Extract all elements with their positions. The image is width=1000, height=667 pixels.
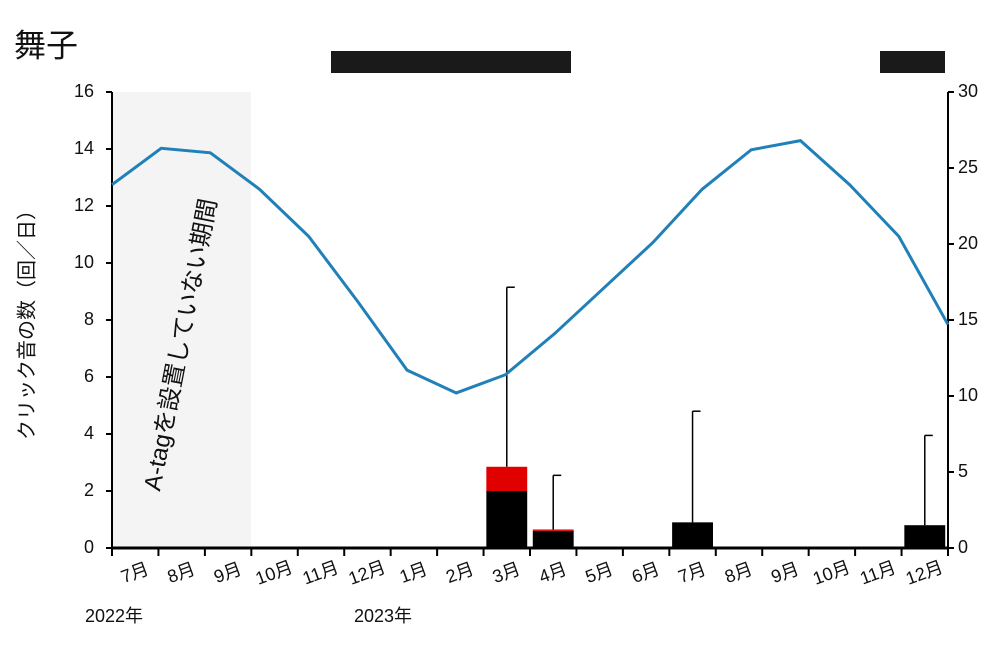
y-tick-label: 2 [84, 480, 94, 500]
y2-tick-label: 15 [958, 309, 978, 329]
y2-tick-label: 0 [958, 537, 968, 557]
x-tick-label: 9月 [211, 559, 244, 587]
y-tick-label: 4 [84, 423, 94, 443]
x-tick-label: 12月 [346, 557, 389, 589]
y-tick-label: 0 [84, 537, 94, 557]
x-tick-label: 10月 [253, 557, 296, 589]
y-tick-label: 8 [84, 309, 94, 329]
bar [672, 522, 713, 548]
y-tick-label: 16 [74, 81, 94, 101]
x-tick-label: 9月 [768, 559, 801, 587]
y-tick-label: 12 [74, 195, 94, 215]
period-bar [880, 51, 945, 73]
x-tick-label: 4月 [536, 559, 569, 587]
y-tick-label: 6 [84, 366, 94, 386]
y-axis-label: クリック音の数（回／日） [15, 200, 38, 440]
x-tick-label: 10月 [810, 557, 853, 589]
x-tick-label: 1月 [397, 559, 430, 587]
x-tick-label: 2月 [443, 559, 476, 587]
bar [532, 530, 574, 548]
bar [486, 491, 528, 548]
period-bar [331, 51, 571, 73]
y2-tick-label: 10 [958, 385, 978, 405]
y-tick-label: 14 [74, 138, 94, 158]
x-tick-label: 8月 [722, 559, 755, 587]
bar [904, 525, 946, 548]
x-tick-label: 3月 [490, 559, 523, 587]
x-tick-label: 7月 [118, 559, 151, 587]
x-tick-label: 7月 [676, 559, 709, 587]
x-tick-label: 11月 [300, 557, 341, 588]
x-tick-label: 12月 [903, 557, 946, 589]
bar [486, 466, 528, 491]
line [111, 139, 950, 395]
bar [532, 529, 574, 531]
y2-tick-label: 5 [958, 461, 968, 481]
y2-tick-label: 30 [958, 81, 978, 101]
y2-tick-label: 25 [958, 157, 978, 177]
x-tick-label: 8月 [165, 559, 198, 587]
x-tick-label: 6月 [629, 559, 662, 587]
y2-tick-label: 20 [958, 233, 978, 253]
chart-title: 舞子 [14, 27, 78, 63]
x-tick-label: 5月 [583, 559, 616, 587]
x-tick-label: 11月 [857, 557, 898, 588]
year-label: 2022年 [85, 606, 143, 626]
year-label: 2023年 [354, 606, 412, 626]
y-tick-label: 10 [74, 252, 94, 272]
